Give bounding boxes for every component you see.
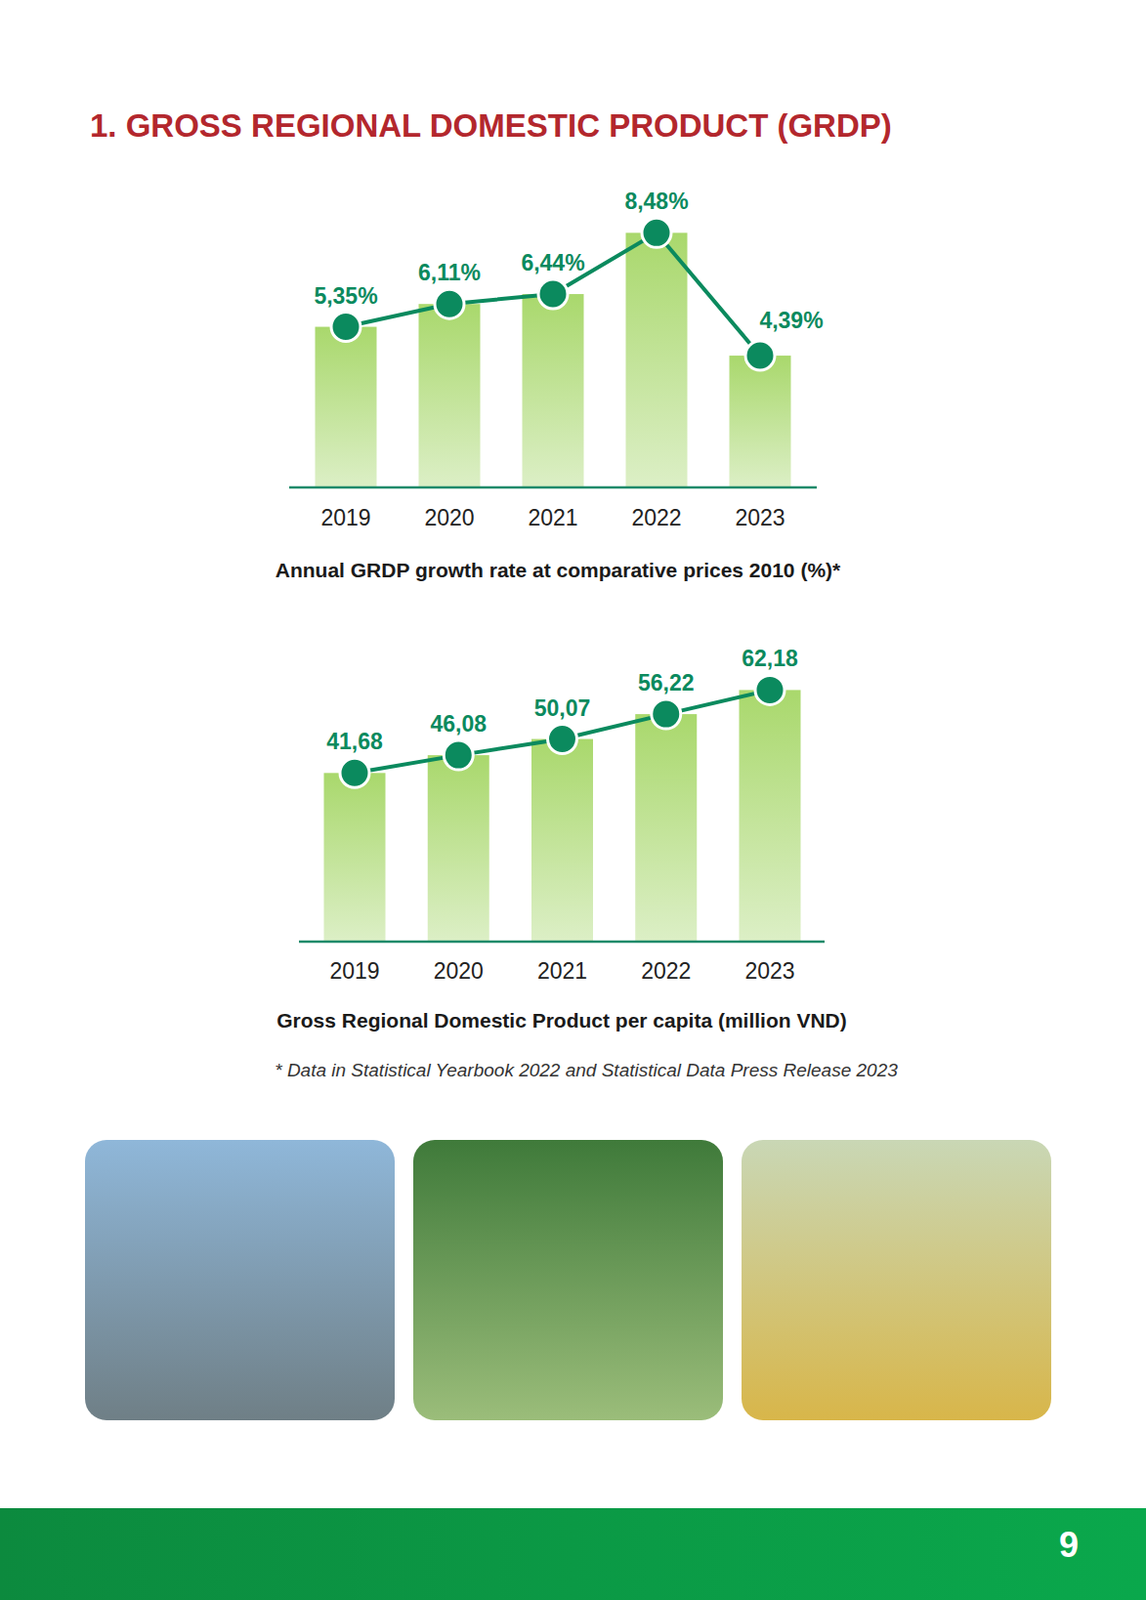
photo bbox=[84, 1140, 395, 1421]
data-label: 56,22 bbox=[637, 670, 695, 696]
data-label: 5,35% bbox=[313, 283, 378, 309]
marker bbox=[641, 217, 672, 248]
category-label: 2019 bbox=[329, 958, 380, 984]
marker bbox=[443, 740, 473, 770]
page-number: 9 bbox=[1059, 1525, 1079, 1566]
bar bbox=[427, 755, 490, 942]
data-label: 62,18 bbox=[741, 645, 799, 672]
category-label: 2023 bbox=[744, 958, 795, 984]
bar bbox=[531, 739, 594, 942]
category-label: 2023 bbox=[734, 505, 785, 531]
bar bbox=[522, 294, 585, 488]
bar bbox=[419, 303, 481, 488]
line bbox=[354, 689, 770, 773]
page: 1. GROSS REGIONAL DOMESTIC PRODUCT (GRDP… bbox=[0, 0, 1146, 1600]
marker bbox=[745, 340, 775, 371]
marker bbox=[651, 699, 681, 729]
plot-area bbox=[324, 675, 802, 942]
bar bbox=[626, 232, 688, 488]
category-label: 2020 bbox=[433, 958, 484, 984]
bar bbox=[729, 355, 792, 488]
photo bbox=[741, 1140, 1052, 1421]
category-label: 2020 bbox=[424, 505, 474, 531]
chart: 2019 2020 2021 2022 2023 5,35% 6,11% 6,44% 8,48%… bbox=[275, 188, 842, 582]
chart-title: Annual GRDP growth rate at comparative p… bbox=[275, 558, 842, 582]
photo bbox=[413, 1140, 723, 1421]
bar bbox=[324, 772, 386, 942]
marker bbox=[331, 312, 361, 342]
bar bbox=[315, 327, 378, 488]
marker bbox=[339, 758, 370, 788]
chart-title: Gross Regional Domestic Product per capi… bbox=[276, 1009, 847, 1032]
line bbox=[345, 232, 761, 356]
data-label: 46,08 bbox=[429, 711, 487, 737]
category-label: 2019 bbox=[320, 505, 371, 531]
marker bbox=[434, 289, 465, 319]
data-label: 8,48% bbox=[624, 188, 688, 214]
data-label: 6,11% bbox=[418, 259, 481, 286]
marker bbox=[755, 675, 785, 705]
data-label: 41,68 bbox=[326, 728, 383, 755]
bar bbox=[635, 714, 697, 942]
data-label: 4,39% bbox=[759, 307, 823, 334]
x-axis-line bbox=[289, 486, 817, 490]
marker bbox=[538, 279, 568, 309]
chart: 2019 2020 2021 2022 2023 41,68 46,08 50,07 56,22… bbox=[276, 645, 847, 1032]
data-label: 50,07 bbox=[534, 695, 592, 722]
heading: 1. GROSS REGIONAL DOMESTIC PRODUCT (GRDP… bbox=[89, 107, 892, 144]
footer-band bbox=[0, 1508, 1146, 1600]
plot-area bbox=[315, 217, 792, 488]
category-label: 2022 bbox=[631, 505, 681, 531]
category-label: 2021 bbox=[527, 505, 578, 531]
marker bbox=[548, 724, 578, 755]
data-label: 6,44% bbox=[520, 250, 585, 276]
x-axis-line bbox=[298, 940, 825, 944]
bar bbox=[739, 689, 802, 942]
category-label: 2022 bbox=[640, 958, 691, 984]
category-label: 2021 bbox=[537, 958, 588, 984]
footnote: * Data in Statistical Yearbook 2022 and … bbox=[274, 1060, 898, 1081]
